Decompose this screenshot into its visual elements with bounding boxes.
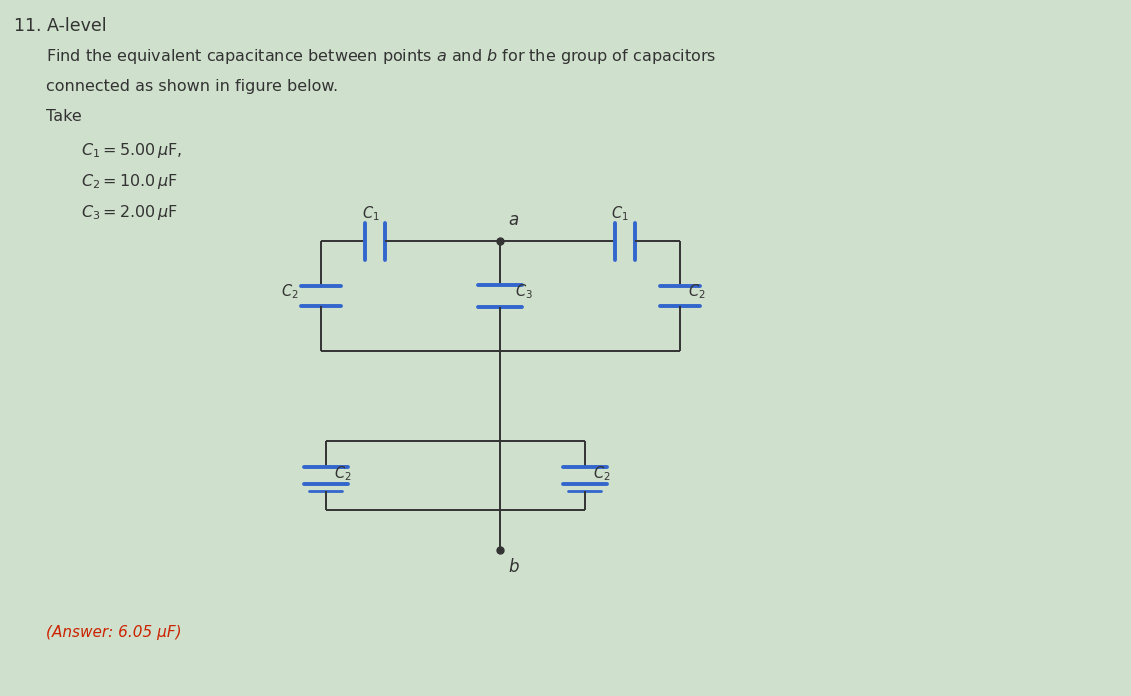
Text: (Answer: 6.05 μF): (Answer: 6.05 μF)	[46, 625, 182, 640]
Text: $b$: $b$	[508, 558, 520, 576]
Text: connected as shown in figure below.: connected as shown in figure below.	[46, 79, 338, 94]
Text: $C_2$: $C_2$	[282, 282, 299, 301]
Text: Take: Take	[46, 109, 83, 124]
Text: $C_2$: $C_2$	[688, 282, 706, 301]
Text: $C_3 = 2.00\,\mu$F: $C_3 = 2.00\,\mu$F	[81, 203, 179, 221]
Text: $C_2 = 10.0\,\mu$F: $C_2 = 10.0\,\mu$F	[81, 172, 179, 191]
Text: $C_2$: $C_2$	[593, 464, 611, 483]
Text: $C_1$: $C_1$	[611, 205, 629, 223]
Text: 11. A-level: 11. A-level	[15, 17, 107, 35]
Text: $C_1 = 5.00\,\mu$F,: $C_1 = 5.00\,\mu$F,	[81, 141, 183, 160]
Text: $C_3$: $C_3$	[515, 282, 533, 301]
Text: Find the equivalent capacitance between points $a$ and $b$ for the group of capa: Find the equivalent capacitance between …	[46, 47, 717, 66]
Text: $a$: $a$	[508, 212, 519, 230]
Text: $C_2$: $C_2$	[334, 464, 351, 483]
Text: $C_1$: $C_1$	[362, 205, 379, 223]
